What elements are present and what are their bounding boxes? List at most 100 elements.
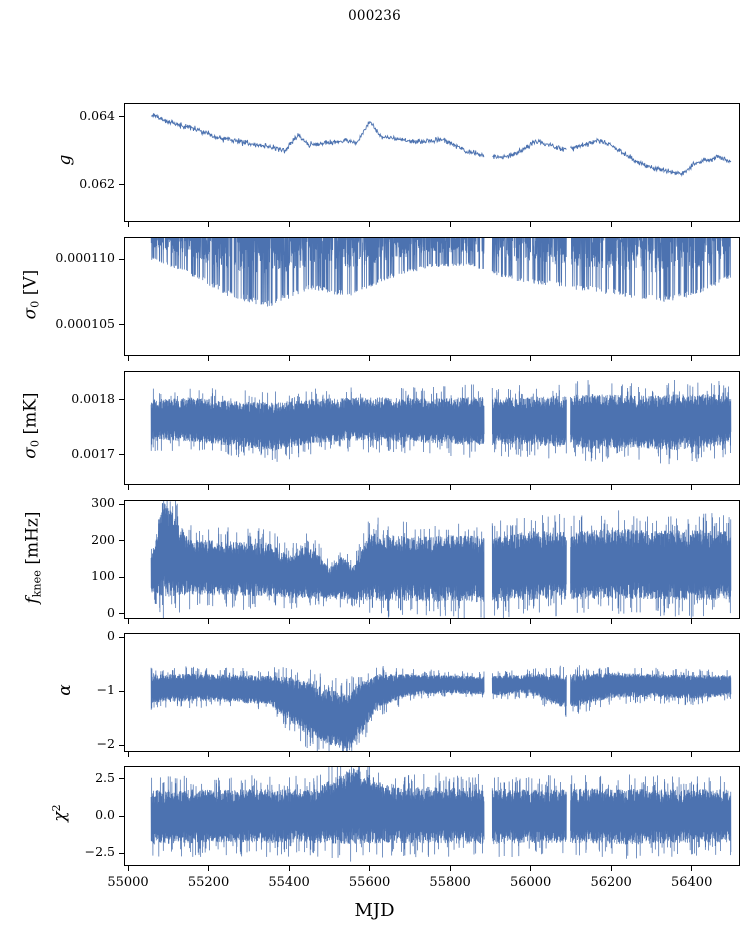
y-tick-mark <box>119 503 124 505</box>
y-tick-label: 0 <box>107 604 115 620</box>
y-tick-label: 0.0018 <box>71 390 115 406</box>
y-tick-mark <box>119 613 124 615</box>
x-tick-mark <box>127 485 129 490</box>
y-tick-label: 2.5 <box>95 769 115 785</box>
x-axis-label: MJD <box>354 900 395 921</box>
y-tick-mark <box>119 690 124 692</box>
y-tick-label: −1 <box>96 682 115 698</box>
x-tick-mark <box>369 222 371 227</box>
panel-gain <box>124 103 740 222</box>
x-tick-mark <box>369 356 371 361</box>
x-tick-mark <box>449 619 451 624</box>
x-tick-mark <box>127 356 129 361</box>
x-tick-mark <box>369 752 371 757</box>
panel-sigma0-volts <box>124 237 740 356</box>
x-tick-mark <box>530 866 532 871</box>
x-tick-mark <box>530 485 532 490</box>
x-tick-mark <box>610 619 612 624</box>
y-tick-mark <box>119 399 124 401</box>
y-tick-label: −2.5 <box>84 844 115 860</box>
x-tick-mark <box>449 222 451 227</box>
x-tick-mark <box>208 619 210 624</box>
trace-sigma0-mk <box>150 380 732 465</box>
x-tick-label: 55200 <box>187 875 230 890</box>
x-tick-label: 56200 <box>590 875 632 890</box>
y-tick-label: 0.062 <box>79 175 115 191</box>
trace-fknee <box>150 501 732 618</box>
y-tick-mark <box>119 576 124 578</box>
y-tick-label: 0.000105 <box>55 315 115 331</box>
y-tick-mark <box>119 815 124 817</box>
x-tick-mark <box>610 222 612 227</box>
trace-alpha <box>150 665 732 751</box>
x-tick-mark <box>288 866 290 871</box>
x-tick-mark <box>369 866 371 871</box>
x-tick-label: 55400 <box>268 875 310 890</box>
x-tick-mark <box>127 222 129 227</box>
x-tick-mark <box>208 356 210 361</box>
trace-chi2 <box>150 767 732 862</box>
x-tick-mark <box>208 752 210 757</box>
x-tick-mark <box>208 485 210 490</box>
x-tick-mark <box>691 356 693 361</box>
panel-alpha <box>124 633 740 752</box>
x-tick-mark <box>208 222 210 227</box>
y-tick-mark <box>119 540 124 542</box>
y-tick-mark <box>119 636 124 638</box>
x-tick-mark <box>369 619 371 624</box>
x-tick-mark <box>530 222 532 227</box>
x-tick-mark <box>288 485 290 490</box>
x-tick-mark <box>691 619 693 624</box>
y-tick-label: 300 <box>91 495 115 511</box>
y-tick-label: 0 <box>107 628 115 644</box>
x-tick-mark <box>369 485 371 490</box>
y-axis-label-sigma0-mk: σ0 [mK] <box>20 392 42 459</box>
x-tick-mark <box>127 866 129 871</box>
y-tick-mark <box>119 778 124 780</box>
y-axis-label-gain: g <box>55 154 75 165</box>
x-tick-label: 56400 <box>670 875 713 890</box>
y-tick-label: −2 <box>96 736 115 751</box>
y-tick-label: 0.0 <box>95 807 115 822</box>
y-tick-mark <box>119 324 124 326</box>
trace-sigma0-volts <box>150 238 731 307</box>
y-tick-label: 0.064 <box>79 107 115 123</box>
y-tick-mark <box>119 454 124 456</box>
x-tick-label: 55000 <box>107 875 149 890</box>
y-axis-label-chi2: χ2 <box>49 804 71 822</box>
y-tick-label: 0.0017 <box>71 445 115 461</box>
y-tick-label: 0.000110 <box>55 250 115 266</box>
x-tick-mark <box>449 866 451 871</box>
x-tick-label: 55800 <box>429 875 471 890</box>
x-tick-mark <box>208 866 210 871</box>
panel-fknee <box>124 500 740 619</box>
figure-title: 000236 <box>348 8 401 24</box>
y-tick-mark <box>119 258 124 260</box>
x-tick-mark <box>530 619 532 624</box>
x-tick-mark <box>449 356 451 361</box>
x-tick-mark <box>288 752 290 757</box>
y-axis-label-sigma0-volts: σ0 [V] <box>20 269 42 319</box>
x-tick-mark <box>288 222 290 227</box>
y-tick-label: 200 <box>91 531 115 547</box>
x-tick-mark <box>288 619 290 624</box>
trace-gain <box>150 113 732 177</box>
x-tick-mark <box>691 866 693 871</box>
x-tick-mark <box>691 222 693 227</box>
y-tick-mark <box>119 184 124 186</box>
x-tick-label: 56000 <box>509 875 552 890</box>
x-tick-mark <box>610 752 612 757</box>
x-tick-mark <box>610 866 612 871</box>
panel-sigma0-mk <box>124 371 740 485</box>
x-tick-mark <box>127 752 129 757</box>
y-tick-mark <box>119 744 124 746</box>
x-tick-mark <box>530 356 532 361</box>
x-tick-mark <box>691 752 693 757</box>
y-tick-label: 100 <box>91 568 115 584</box>
y-axis-label-fknee: fknee [mHz] <box>22 510 44 604</box>
y-axis-label-alpha: α <box>55 683 75 696</box>
y-tick-mark <box>119 852 124 854</box>
x-tick-mark <box>449 485 451 490</box>
x-tick-mark <box>449 752 451 757</box>
